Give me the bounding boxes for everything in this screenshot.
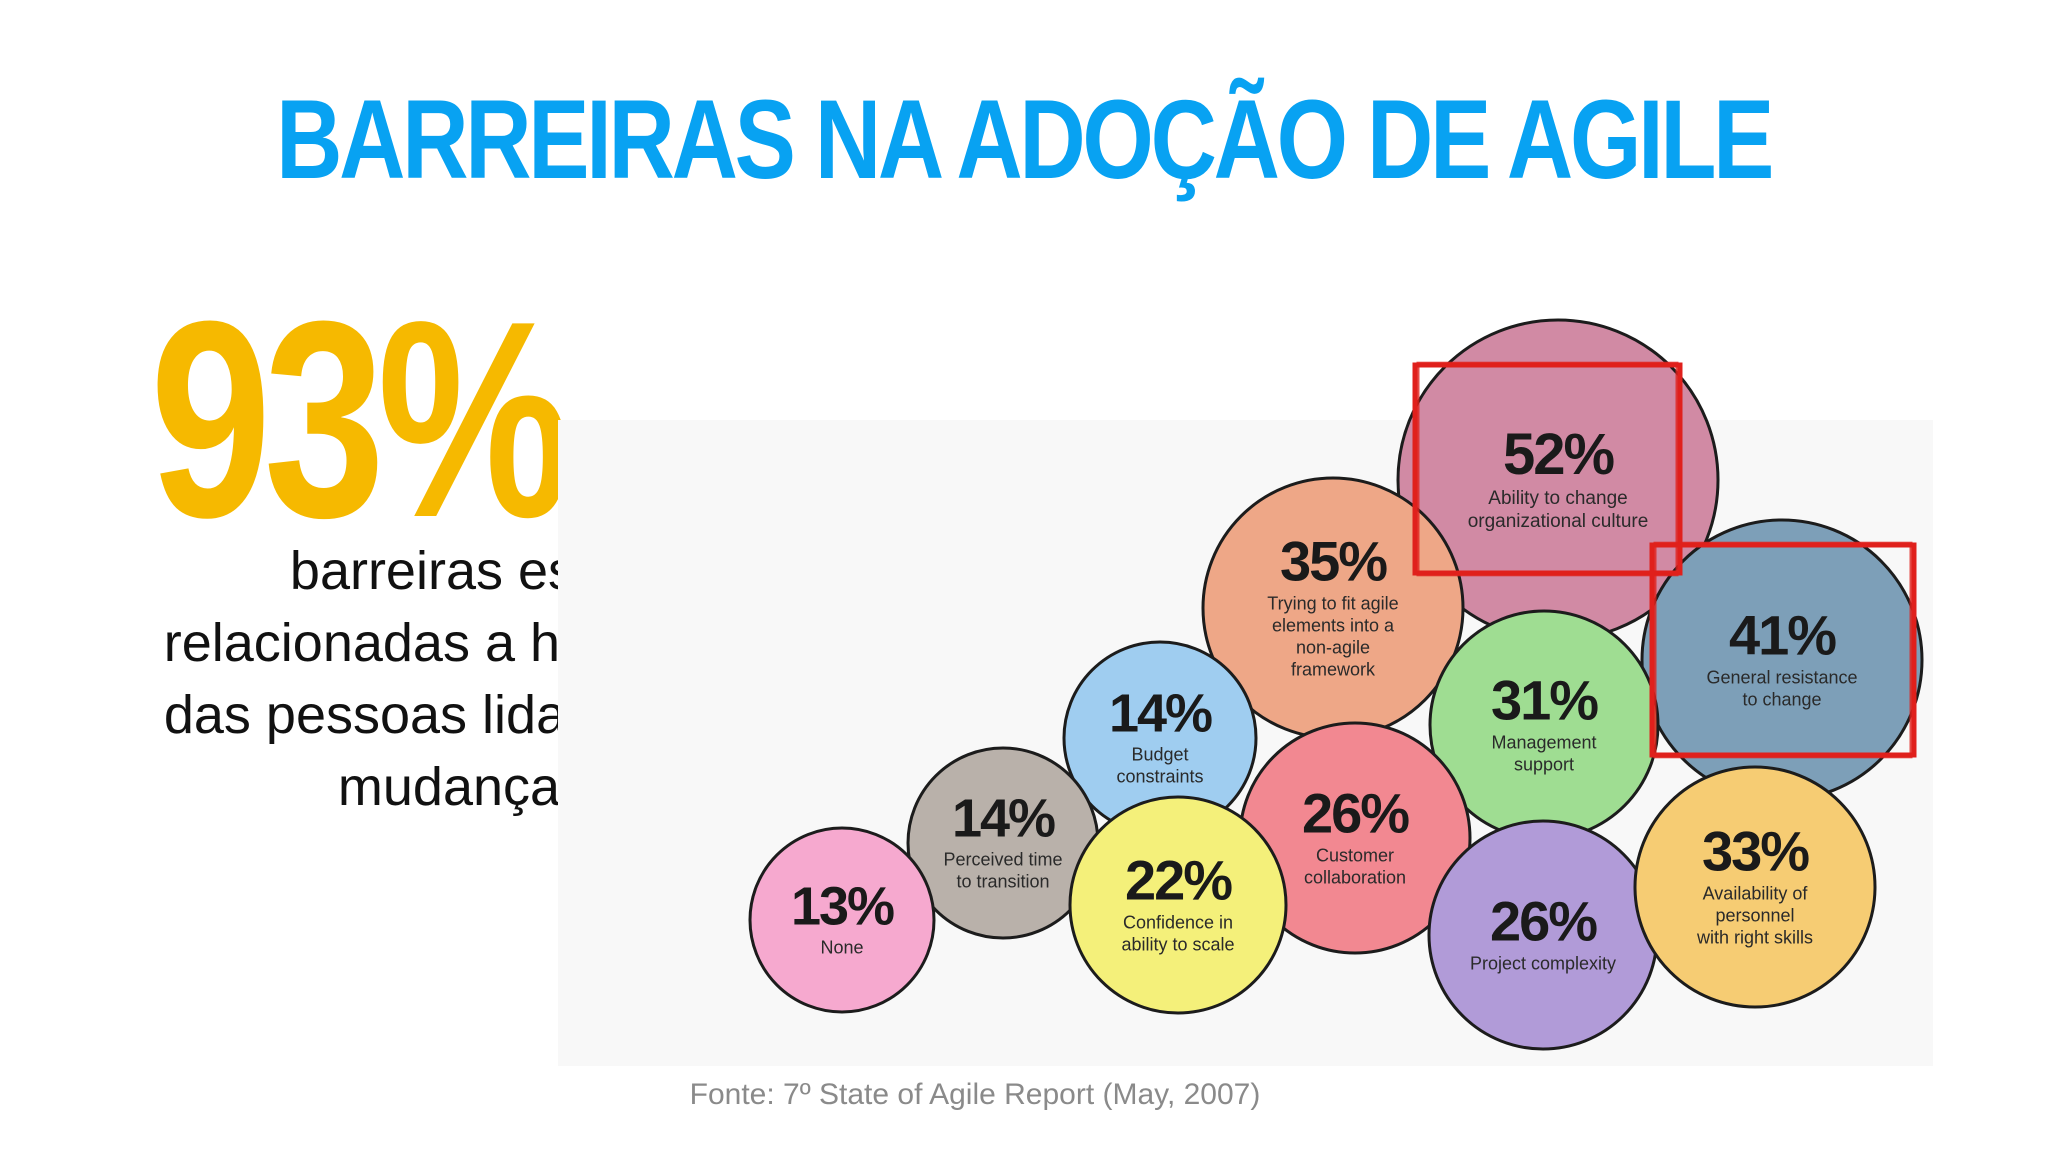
bubble-label: constraints [1116,767,1203,787]
bubble-label: Project complexity [1470,953,1616,973]
bubble-label: Availability of [1703,883,1809,903]
bubble-label: None [820,938,863,958]
bubble-label: Ability to change [1488,488,1627,509]
bubble-value: 41% [1729,603,1836,666]
bubble-value: 14% [952,789,1055,849]
highlight-percentage: 93% [150,264,572,576]
bubble-circle [748,826,936,1014]
bubble-label: non-agile [1296,637,1370,657]
bubble-label: Perceived time [943,850,1062,870]
bubble-circle [1068,795,1288,1015]
bubble-label: organizational culture [1468,511,1649,532]
bubble-label: Budget [1131,745,1188,765]
slide-title: BARREIRAS NA ADOÇÃO DE AGILE [276,77,1774,202]
bubble-value: 35% [1280,529,1387,592]
bubble-label: collaboration [1304,867,1406,887]
highlight-box [1649,542,1917,758]
bubble-label: elements into a [1272,615,1395,635]
bubble-label: Customer [1316,845,1394,865]
highlight-box [1416,361,1679,577]
bubble-value: 22% [1125,848,1232,911]
source-citation: Fonte: 7º State of Agile Report (May, 20… [689,1078,1261,1111]
bubble-value: 52% [1503,422,1615,487]
bubble-value: 13% [791,877,894,937]
bubble-circle [1633,765,1877,1009]
bubble: 13%None [748,826,936,1014]
bubble-label: support [1514,754,1574,774]
bubble-value: 26% [1490,889,1597,952]
bubble-label: Confidence in [1123,912,1233,932]
bubble-label: with right skills [1696,927,1813,947]
bubble-label: Management [1491,732,1596,752]
bubble-value: 33% [1702,819,1809,882]
bubble-value: 14% [1109,684,1212,744]
bubble-label: to change [1742,689,1821,709]
highlight-box [1412,362,1683,576]
bubble-label: Trying to fit agile [1267,593,1398,613]
bubble: 26%Project complexity [1427,819,1659,1051]
bubble-label: ability to scale [1121,934,1234,954]
bubble-label: to transition [956,872,1049,892]
bubble-value: 26% [1302,781,1409,844]
bubble-label: General resistance [1706,667,1857,687]
bubble-value: 31% [1491,668,1598,731]
highlight-box [1653,541,1913,759]
bubble-label: personnel [1715,905,1794,925]
bubble-label: framework [1291,659,1376,679]
